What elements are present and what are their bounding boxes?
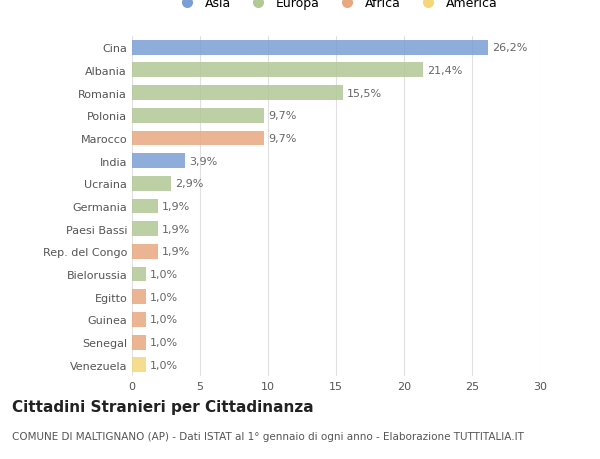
Text: 1,9%: 1,9% [162, 202, 190, 212]
Text: Cittadini Stranieri per Cittadinanza: Cittadini Stranieri per Cittadinanza [12, 399, 314, 414]
Bar [132, 313, 146, 327]
Bar [132, 86, 343, 101]
Text: 1,0%: 1,0% [149, 292, 178, 302]
Text: 9,7%: 9,7% [268, 134, 296, 144]
Text: 2,9%: 2,9% [176, 179, 204, 189]
Bar [132, 245, 158, 259]
Bar [132, 335, 146, 350]
Bar [132, 63, 423, 78]
Text: 1,0%: 1,0% [149, 315, 178, 325]
Text: COMUNE DI MALTIGNANO (AP) - Dati ISTAT al 1° gennaio di ogni anno - Elaborazione: COMUNE DI MALTIGNANO (AP) - Dati ISTAT a… [12, 431, 524, 442]
Text: 1,9%: 1,9% [162, 224, 190, 234]
Bar [132, 131, 264, 146]
Text: 26,2%: 26,2% [493, 43, 528, 53]
Text: 1,0%: 1,0% [149, 360, 178, 370]
Text: 15,5%: 15,5% [347, 88, 382, 98]
Bar [132, 267, 146, 282]
Bar [132, 358, 146, 372]
Bar [132, 109, 264, 123]
Text: 1,0%: 1,0% [149, 269, 178, 280]
Text: 3,9%: 3,9% [189, 156, 217, 166]
Text: 1,9%: 1,9% [162, 247, 190, 257]
Text: 9,7%: 9,7% [268, 111, 296, 121]
Bar [132, 222, 158, 236]
Legend: Asia, Europa, Africa, America: Asia, Europa, Africa, America [170, 0, 502, 15]
Bar [132, 177, 172, 191]
Bar [132, 41, 488, 56]
Bar [132, 199, 158, 214]
Bar [132, 290, 146, 304]
Bar [132, 154, 185, 168]
Text: 21,4%: 21,4% [427, 66, 463, 76]
Text: 1,0%: 1,0% [149, 337, 178, 347]
